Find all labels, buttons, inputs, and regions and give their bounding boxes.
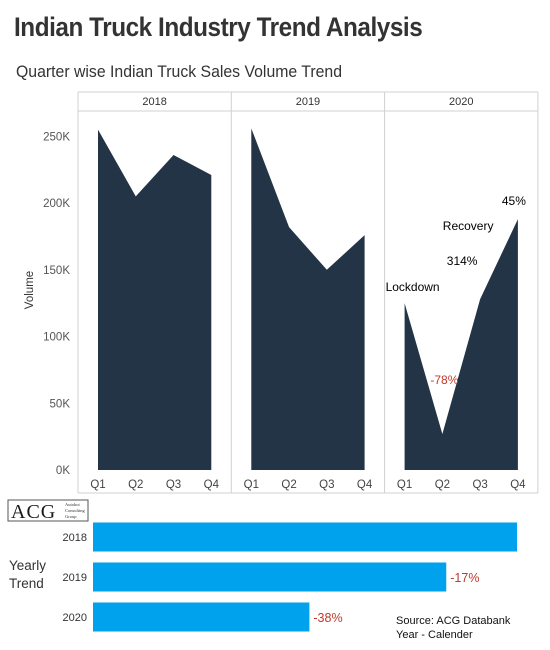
logo-subtext-2: Consulting [65, 508, 86, 513]
area-series-2018 [98, 129, 212, 470]
x-tick-label: Q1 [90, 479, 105, 491]
bar-change-label: -38% [313, 611, 342, 625]
bar-2019 [93, 562, 447, 592]
panel-header-2020: 2020 [449, 96, 473, 108]
source-line-2: Year - Calender [396, 629, 473, 641]
bar-change-label: -17% [450, 571, 479, 585]
panel-header-2018: 2018 [142, 96, 166, 108]
x-tick-label: Q4 [510, 479, 526, 491]
page-title: Indian Truck Industry Trend Analysis [14, 12, 423, 42]
x-tick-label: Q3 [166, 479, 181, 491]
yearly-trend-label-line-1: Yearly [9, 558, 46, 573]
x-tick-label: Q3 [472, 479, 487, 491]
y-tick-label: 100K [43, 332, 70, 344]
annotation-label: Lockdown [386, 280, 440, 294]
area-series-2020 [404, 219, 518, 470]
y-tick-label: 150K [43, 265, 70, 277]
y-tick-label: 50K [50, 398, 71, 410]
panel-header-2019: 2019 [296, 96, 320, 108]
y-tick-label: 0K [56, 465, 70, 477]
logo-subtext-3: Group [65, 514, 77, 519]
bar-category-2019: 2019 [63, 572, 87, 584]
x-tick-label: Q2 [281, 479, 296, 491]
area-series-2019 [251, 128, 365, 471]
x-tick-label: Q4 [357, 479, 373, 491]
annotation-label: 314% [447, 254, 478, 268]
x-tick-label: Q1 [244, 479, 259, 491]
x-tick-label: Q2 [435, 479, 450, 491]
bar-category-2020: 2020 [63, 612, 87, 624]
y-tick-label: 250K [43, 131, 70, 143]
source-line-1: Source: ACG Databank [396, 615, 511, 627]
bar-2020 [93, 602, 310, 632]
page-subtitle: Quarter wise Indian Truck Sales Volume T… [16, 62, 343, 81]
x-tick-label: Q2 [128, 479, 143, 491]
annotation-label: -78% [430, 373, 458, 387]
y-tick-label: 200K [43, 198, 70, 210]
acg-logo: ACG Autobot Consulting Group [7, 499, 89, 523]
x-tick-label: Q3 [319, 479, 334, 491]
x-tick-label: Q1 [397, 479, 412, 491]
logo-mark: ACG [11, 501, 56, 523]
logo-frame [7, 499, 89, 522]
y-axis-label: Volume [24, 271, 36, 309]
bar-category-2018: 2018 [63, 532, 87, 544]
logo-subtext-1: Autobot [65, 502, 81, 507]
annotation-label: 45% [502, 194, 526, 208]
yearly-trend-label-line-2: Trend [9, 576, 44, 591]
x-tick-label: Q4 [204, 479, 220, 491]
annotation-label: Recovery [443, 219, 494, 233]
bar-2018 [93, 522, 517, 552]
